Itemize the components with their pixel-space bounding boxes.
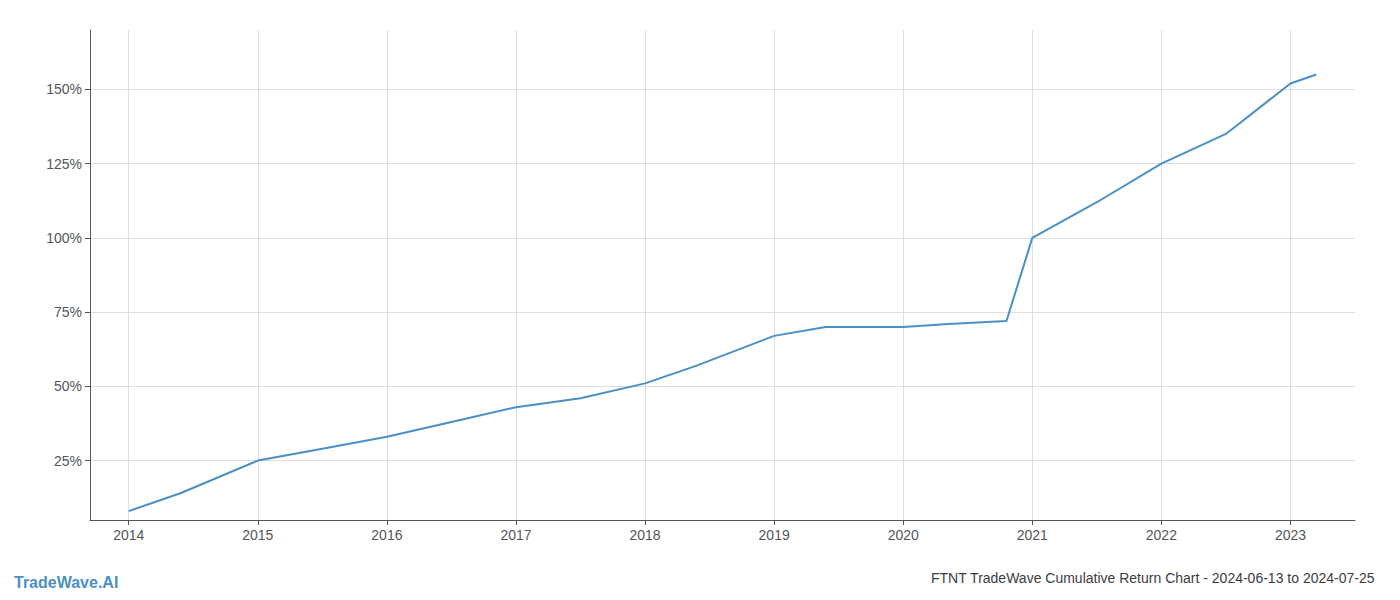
svg-text:2017: 2017 (500, 527, 531, 543)
svg-text:2014: 2014 (113, 527, 144, 543)
svg-text:2016: 2016 (371, 527, 402, 543)
svg-text:FTNT TradeWave Cumulative Retu: FTNT TradeWave Cumulative Return Chart -… (931, 570, 1375, 586)
svg-text:75%: 75% (54, 304, 82, 320)
svg-text:2015: 2015 (242, 527, 273, 543)
svg-text:2023: 2023 (1275, 527, 1306, 543)
svg-text:100%: 100% (46, 230, 82, 246)
svg-text:2020: 2020 (888, 527, 919, 543)
svg-text:2018: 2018 (629, 527, 660, 543)
svg-text:TradeWave.AI: TradeWave.AI (14, 574, 118, 591)
svg-text:2022: 2022 (1146, 527, 1177, 543)
svg-text:2019: 2019 (759, 527, 790, 543)
svg-text:2021: 2021 (1017, 527, 1048, 543)
svg-text:25%: 25% (54, 453, 82, 469)
svg-text:50%: 50% (54, 378, 82, 394)
svg-text:150%: 150% (46, 81, 82, 97)
svg-text:125%: 125% (46, 156, 82, 172)
